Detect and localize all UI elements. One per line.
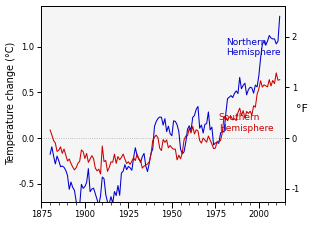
Y-axis label: °F: °F — [295, 104, 307, 114]
Text: Northern
Hemisphere: Northern Hemisphere — [226, 38, 280, 57]
Text: Southern
Hemisphere: Southern Hemisphere — [219, 113, 274, 133]
Y-axis label: Temperature change (°C): Temperature change (°C) — [6, 42, 16, 165]
